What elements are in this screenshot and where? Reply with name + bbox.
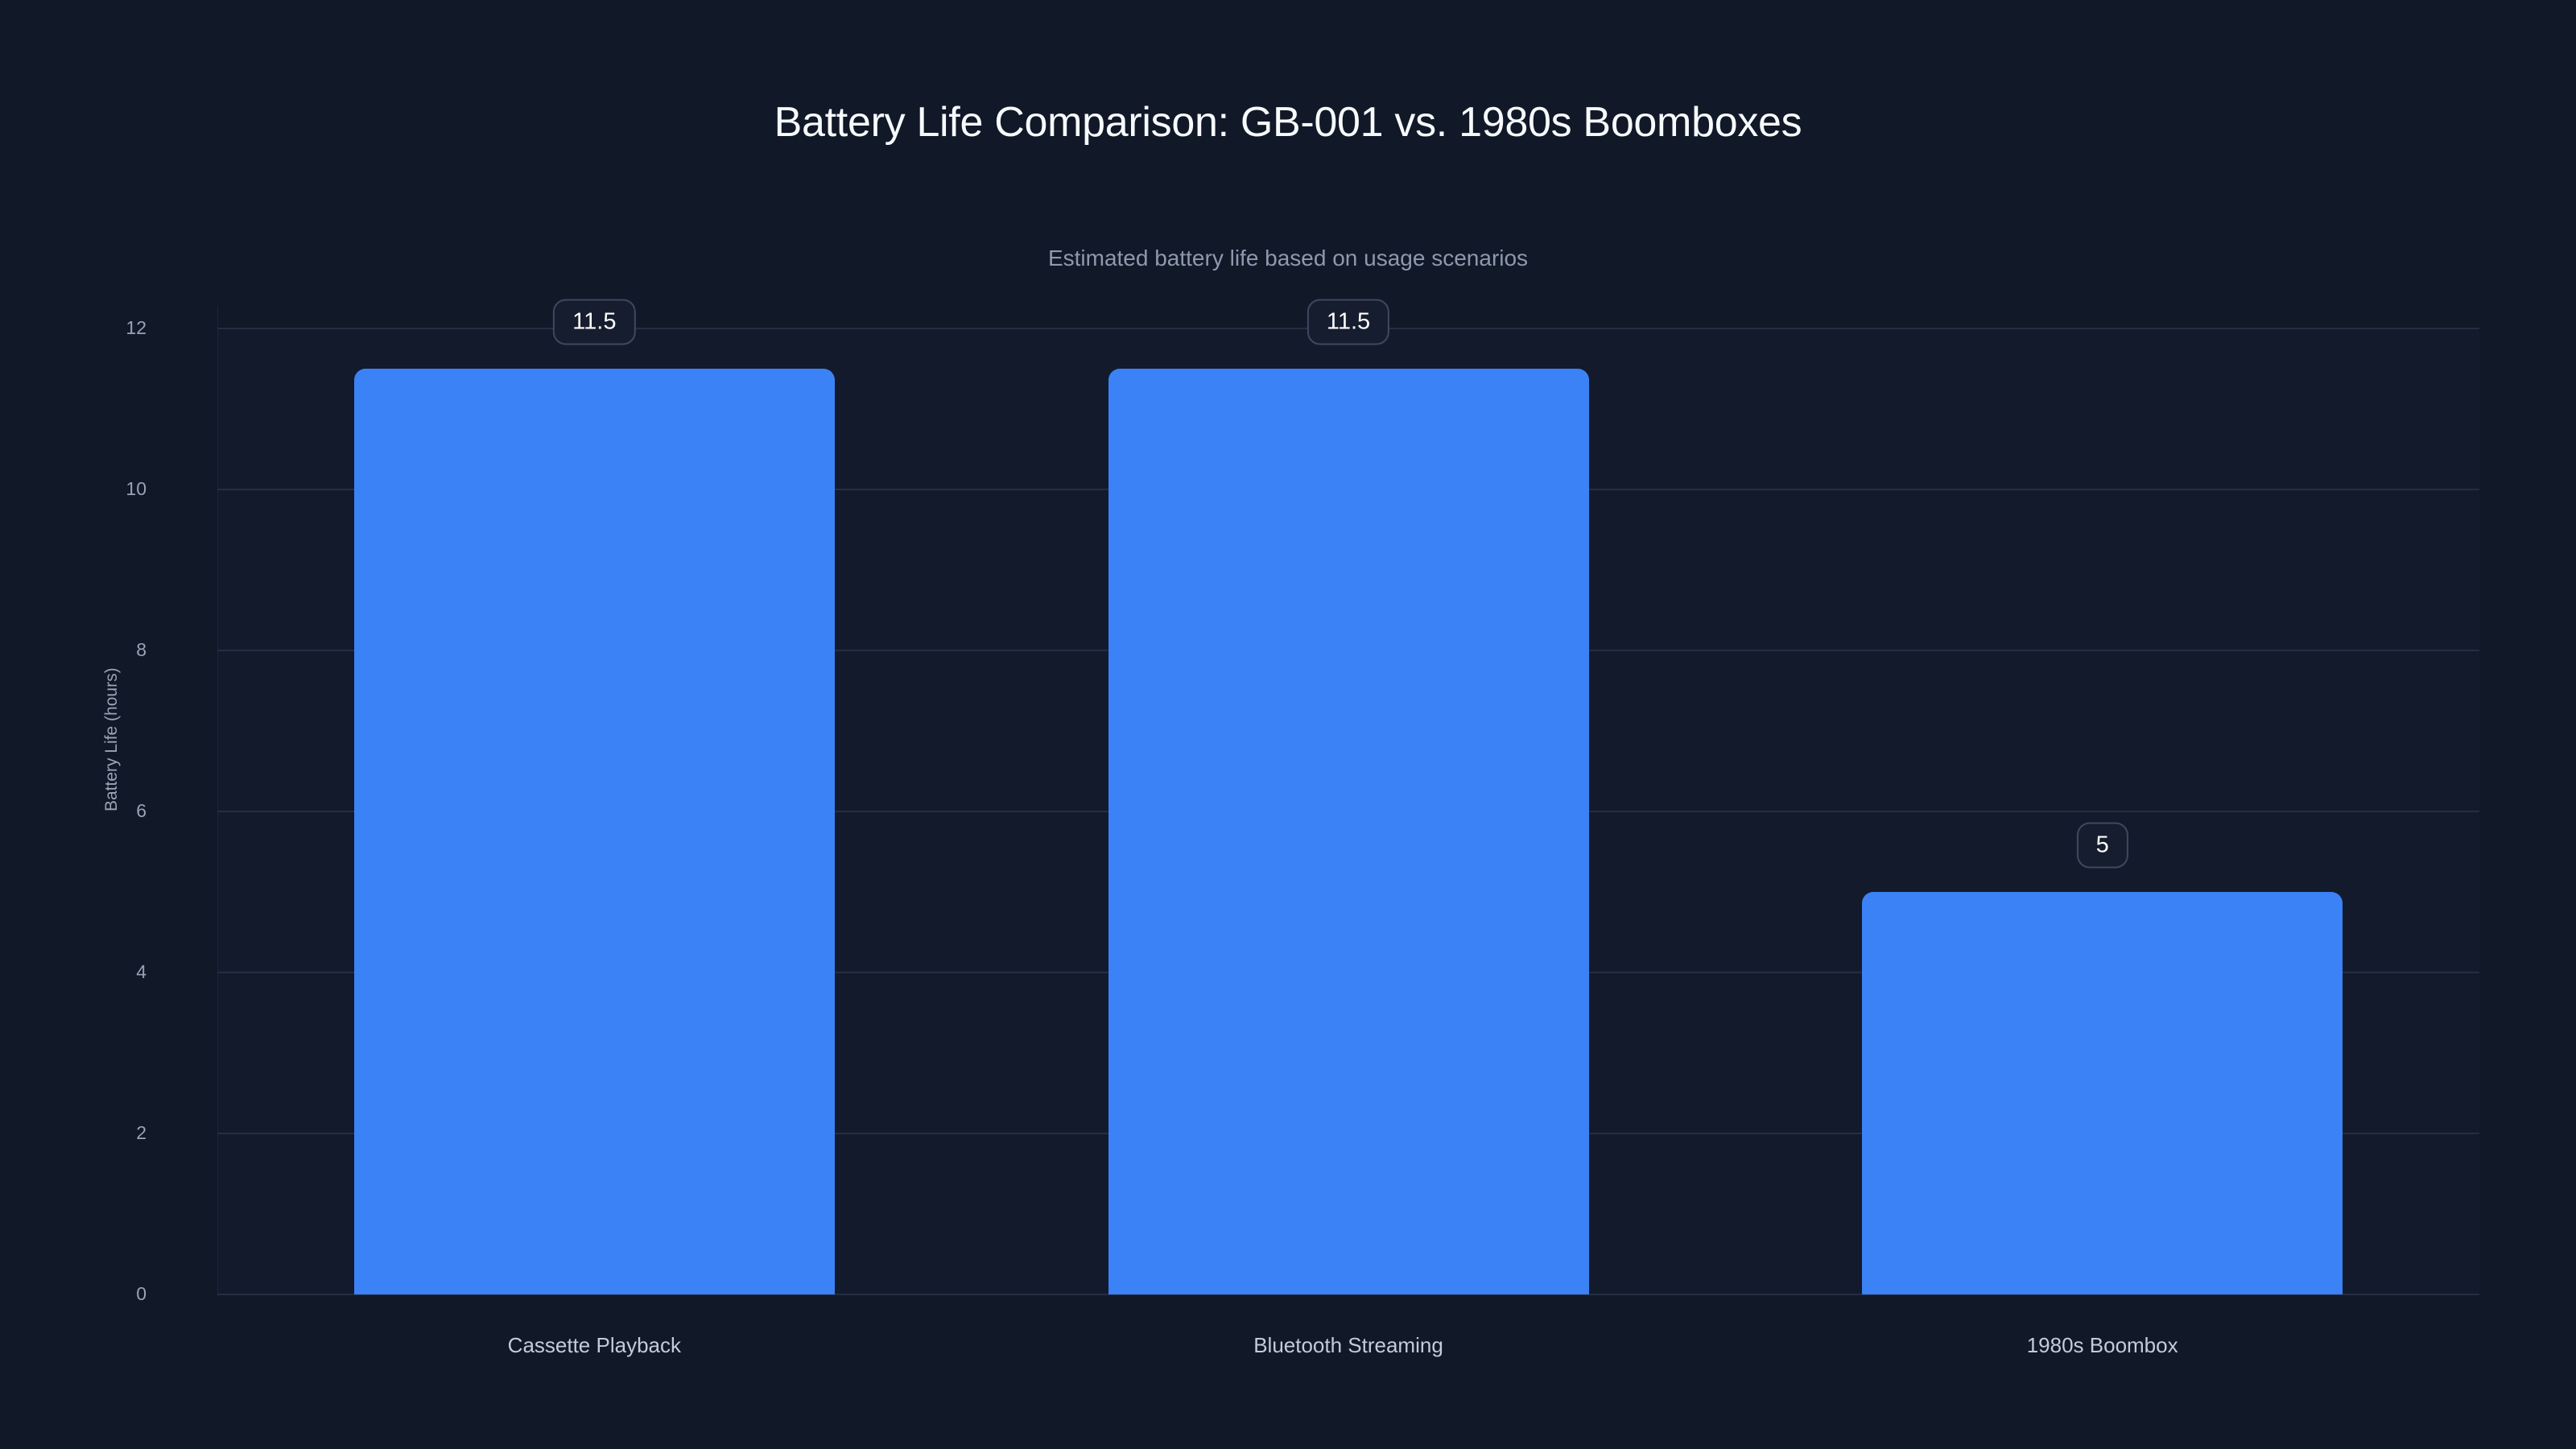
y-tick-label: 8 xyxy=(136,639,147,660)
y-tick-label: 12 xyxy=(126,317,147,338)
bar-value-label: 11.5 xyxy=(1307,299,1390,345)
chart-subtitle: Estimated battery life based on usage sc… xyxy=(1047,246,1529,270)
gridline xyxy=(217,1294,2479,1295)
plot-area xyxy=(217,306,2479,1296)
bar-value-label: 5 xyxy=(2076,822,2128,869)
y-axis-line xyxy=(217,306,218,1296)
bar-value-label: 11.5 xyxy=(553,299,636,345)
bar[interactable] xyxy=(353,369,835,1294)
y-tick-label: 6 xyxy=(136,800,147,821)
bar[interactable] xyxy=(1108,369,1589,1294)
chart-title: Battery Life Comparison: GB-001 vs. 1980… xyxy=(774,99,1802,146)
y-axis-title: Battery Life (hours) xyxy=(102,667,121,811)
y-tick-label: 2 xyxy=(136,1122,147,1143)
y-tick-label: 0 xyxy=(136,1283,147,1304)
x-category-label: Cassette Playback xyxy=(507,1333,681,1357)
x-category-label: Bluetooth Streaming xyxy=(1253,1333,1443,1357)
y-tick-label: 10 xyxy=(126,478,147,499)
y-tick-label: 4 xyxy=(136,961,147,982)
x-category-label: 1980s Boombox xyxy=(2026,1333,2178,1357)
bar[interactable] xyxy=(1862,892,2343,1294)
